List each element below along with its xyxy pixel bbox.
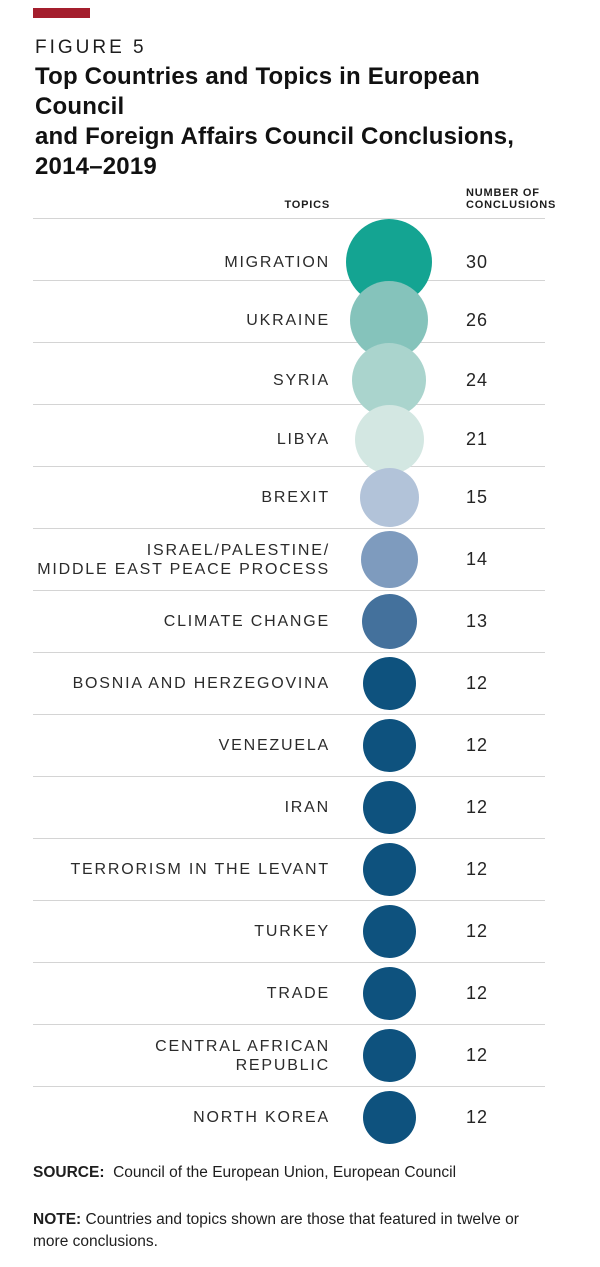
bubble-chart: TOPICS NUMBER OF CONCLUSIONS MIGRATION 3… <box>33 176 555 1148</box>
value-bubble <box>362 843 416 896</box>
accent-bar <box>33 8 90 18</box>
topic-label: CENTRAL AFRICAN REPUBLIC <box>155 1037 330 1074</box>
conclusions-count: 12 <box>466 673 489 693</box>
topic-label: LIBYA <box>276 431 330 448</box>
conclusions-count: 14 <box>466 549 489 569</box>
table-body: MIGRATION 30 UKRAINE 26 SYRIA 24 LIBYA 2… <box>33 218 545 1148</box>
value-bubble <box>354 405 424 474</box>
conclusions-count: 24 <box>466 369 489 390</box>
table-row: CENTRAL AFRICAN REPUBLIC 12 <box>33 1024 545 1086</box>
figure-number-label: FIGURE 5 <box>35 37 147 58</box>
topic-label: VENEZUELA <box>218 737 330 754</box>
conclusions-count: 12 <box>466 1107 489 1127</box>
bubble-cell <box>330 963 448 1024</box>
topic-label: TERRORISM IN THE LEVANT <box>70 861 330 878</box>
bubble-cell <box>330 529 448 590</box>
source-label: SOURCE: <box>33 1163 105 1181</box>
topics-column-header: TOPICS <box>284 199 330 211</box>
source-line: SOURCE: Council of the European Union, E… <box>33 1164 573 1182</box>
table-row: BREXIT 15 <box>33 466 545 528</box>
table-row: MIGRATION 30 <box>33 218 545 305</box>
table-row: BOSNIA AND HERZEGOVINA 12 <box>33 652 545 714</box>
bubble-cell <box>330 467 448 528</box>
value-bubble <box>362 967 416 1020</box>
bubble-cell <box>330 343 448 417</box>
value-bubble <box>362 905 416 958</box>
value-bubble <box>359 468 419 527</box>
value-bubble <box>360 531 418 588</box>
table-row: TRADE 12 <box>33 962 545 1024</box>
conclusions-count: 21 <box>466 429 489 449</box>
topic-label: NORTH KOREA <box>193 1109 330 1126</box>
value-bubble <box>361 594 417 649</box>
number-column-header: NUMBER OF CONCLUSIONS <box>466 187 557 211</box>
conclusions-count: 12 <box>466 859 489 879</box>
note-text: Countries and topics shown are those tha… <box>33 1210 519 1250</box>
source-text: Council of the European Union, European … <box>113 1163 457 1181</box>
topic-label: BREXIT <box>261 489 330 506</box>
conclusions-count: 26 <box>466 309 489 330</box>
note-label: NOTE: <box>33 1210 82 1228</box>
topic-label: TURKEY <box>254 923 330 940</box>
table-row: IRAN 12 <box>33 776 545 838</box>
value-bubble <box>352 343 426 417</box>
bubble-cell <box>330 777 448 838</box>
value-bubble <box>362 1091 416 1144</box>
conclusions-count: 15 <box>466 487 489 507</box>
bubble-cell <box>330 715 448 776</box>
figure-title: Top Countries and Topics in European Cou… <box>35 63 515 180</box>
bubble-cell <box>330 1025 448 1086</box>
table-row: SYRIA 24 <box>33 342 545 417</box>
topic-label: ISRAEL/PALESTINE/ MIDDLE EAST PEACE PROC… <box>37 541 330 578</box>
bubble-cell <box>330 1087 448 1148</box>
bubble-cell <box>330 839 448 900</box>
topic-label: MIGRATION <box>224 253 330 271</box>
table-row: NORTH KOREA 12 <box>33 1086 545 1148</box>
table-row: TERRORISM IN THE LEVANT 12 <box>33 838 545 900</box>
bubble-cell <box>330 405 448 474</box>
topic-label: BOSNIA AND HERZEGOVINA <box>72 675 330 692</box>
value-bubble <box>362 657 416 710</box>
topic-label: IRAN <box>284 799 330 816</box>
value-bubble <box>362 719 416 772</box>
value-bubble <box>362 781 416 834</box>
topic-label: TRADE <box>266 985 330 1002</box>
table-row: VENEZUELA 12 <box>33 714 545 776</box>
topic-label: UKRAINE <box>246 311 330 329</box>
bubble-cell <box>330 901 448 962</box>
topic-label: SYRIA <box>272 371 330 389</box>
table-row: CLIMATE CHANGE 13 <box>33 590 545 652</box>
table-row: ISRAEL/PALESTINE/ MIDDLE EAST PEACE PROC… <box>33 528 545 590</box>
table-row: LIBYA 21 <box>33 404 545 474</box>
conclusions-count: 13 <box>466 611 489 631</box>
conclusions-count: 12 <box>466 735 489 755</box>
table-row: UKRAINE 26 <box>33 280 545 359</box>
conclusions-count: 30 <box>466 251 489 272</box>
conclusions-count: 12 <box>466 1045 489 1065</box>
conclusions-count: 12 <box>466 983 489 1003</box>
bubble-cell <box>330 591 448 652</box>
table-header-row: TOPICS NUMBER OF CONCLUSIONS <box>33 176 555 218</box>
note-line: NOTE: Countries and topics shown are tho… <box>33 1209 553 1253</box>
topic-label: CLIMATE CHANGE <box>163 613 330 630</box>
bubble-cell <box>330 653 448 714</box>
conclusions-count: 12 <box>466 921 489 941</box>
conclusions-count: 12 <box>466 797 489 817</box>
value-bubble <box>362 1029 416 1082</box>
table-row: TURKEY 12 <box>33 900 545 962</box>
